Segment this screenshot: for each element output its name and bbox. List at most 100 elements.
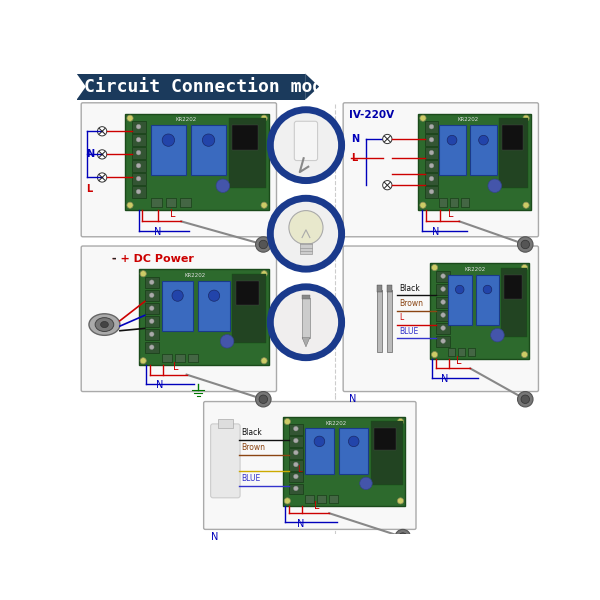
- Circle shape: [441, 287, 445, 292]
- Text: KR2202: KR2202: [464, 267, 486, 272]
- Circle shape: [140, 271, 146, 277]
- Bar: [502, 125, 523, 149]
- Circle shape: [441, 326, 445, 331]
- Text: L: L: [86, 184, 92, 194]
- Circle shape: [429, 137, 434, 142]
- Bar: [430, 263, 529, 359]
- Circle shape: [149, 332, 154, 337]
- Text: L: L: [314, 500, 319, 511]
- Bar: [418, 113, 531, 210]
- Bar: [317, 495, 326, 503]
- Circle shape: [429, 190, 434, 194]
- Circle shape: [521, 395, 530, 403]
- Bar: [199, 281, 230, 331]
- Polygon shape: [77, 74, 86, 100]
- Bar: [436, 296, 450, 308]
- Circle shape: [314, 436, 325, 446]
- Circle shape: [483, 285, 492, 294]
- Circle shape: [127, 202, 133, 208]
- Text: N: N: [351, 134, 359, 144]
- Bar: [377, 290, 382, 352]
- Bar: [436, 310, 450, 321]
- Bar: [448, 275, 472, 325]
- Circle shape: [97, 150, 107, 159]
- Bar: [162, 281, 193, 331]
- Circle shape: [216, 179, 230, 193]
- Text: N: N: [296, 519, 304, 529]
- FancyBboxPatch shape: [343, 103, 538, 237]
- FancyBboxPatch shape: [211, 424, 240, 498]
- Circle shape: [261, 202, 267, 208]
- Bar: [467, 347, 475, 356]
- Text: N: N: [432, 227, 440, 237]
- Circle shape: [360, 477, 372, 490]
- FancyBboxPatch shape: [343, 246, 538, 392]
- Circle shape: [271, 287, 341, 358]
- FancyBboxPatch shape: [203, 401, 416, 529]
- Circle shape: [220, 335, 234, 348]
- Bar: [371, 421, 403, 485]
- Circle shape: [521, 265, 527, 271]
- Bar: [145, 277, 158, 289]
- Bar: [425, 186, 439, 198]
- Circle shape: [429, 151, 434, 155]
- Bar: [425, 160, 439, 172]
- Bar: [388, 290, 392, 352]
- Text: L: L: [170, 209, 175, 219]
- Bar: [425, 173, 439, 185]
- Ellipse shape: [101, 322, 109, 328]
- Text: N: N: [441, 374, 448, 385]
- Circle shape: [523, 202, 529, 208]
- Text: Brown: Brown: [399, 299, 423, 308]
- Bar: [145, 290, 158, 301]
- Bar: [470, 125, 497, 175]
- Text: IV-220V: IV-220V: [349, 110, 394, 121]
- Bar: [499, 118, 529, 188]
- Text: KR2202: KR2202: [176, 118, 197, 122]
- Bar: [436, 271, 450, 282]
- Circle shape: [518, 237, 533, 252]
- Bar: [131, 186, 146, 198]
- Bar: [504, 275, 522, 299]
- Text: Brown: Brown: [241, 443, 265, 452]
- Circle shape: [140, 358, 146, 364]
- Text: KR2202: KR2202: [326, 421, 347, 425]
- Bar: [145, 316, 158, 328]
- Circle shape: [420, 202, 426, 208]
- Bar: [436, 284, 450, 295]
- Text: Black: Black: [399, 284, 420, 293]
- Circle shape: [429, 163, 434, 168]
- Bar: [283, 417, 405, 506]
- Text: N: N: [154, 227, 161, 237]
- Bar: [388, 284, 392, 292]
- Bar: [232, 274, 266, 343]
- Circle shape: [284, 419, 290, 425]
- Text: Circuit Connection modes: Circuit Connection modes: [84, 77, 346, 95]
- Bar: [289, 424, 303, 434]
- Circle shape: [259, 395, 268, 403]
- Bar: [439, 198, 447, 207]
- Circle shape: [518, 392, 533, 407]
- Circle shape: [431, 265, 438, 271]
- Bar: [425, 121, 439, 133]
- Circle shape: [149, 293, 154, 298]
- Circle shape: [398, 533, 407, 541]
- Bar: [289, 460, 303, 470]
- Circle shape: [271, 110, 341, 181]
- Bar: [131, 173, 146, 185]
- Text: BLUE: BLUE: [399, 327, 418, 336]
- Circle shape: [136, 163, 141, 168]
- Bar: [448, 347, 455, 356]
- Text: -: -: [112, 254, 121, 264]
- Text: L: L: [296, 466, 301, 475]
- Bar: [502, 268, 527, 337]
- Circle shape: [261, 115, 267, 121]
- Circle shape: [172, 290, 183, 301]
- Text: L: L: [173, 362, 178, 372]
- Circle shape: [293, 474, 298, 479]
- Circle shape: [455, 285, 464, 294]
- Circle shape: [149, 280, 154, 284]
- Circle shape: [136, 137, 141, 142]
- Ellipse shape: [89, 314, 120, 335]
- Circle shape: [293, 486, 298, 491]
